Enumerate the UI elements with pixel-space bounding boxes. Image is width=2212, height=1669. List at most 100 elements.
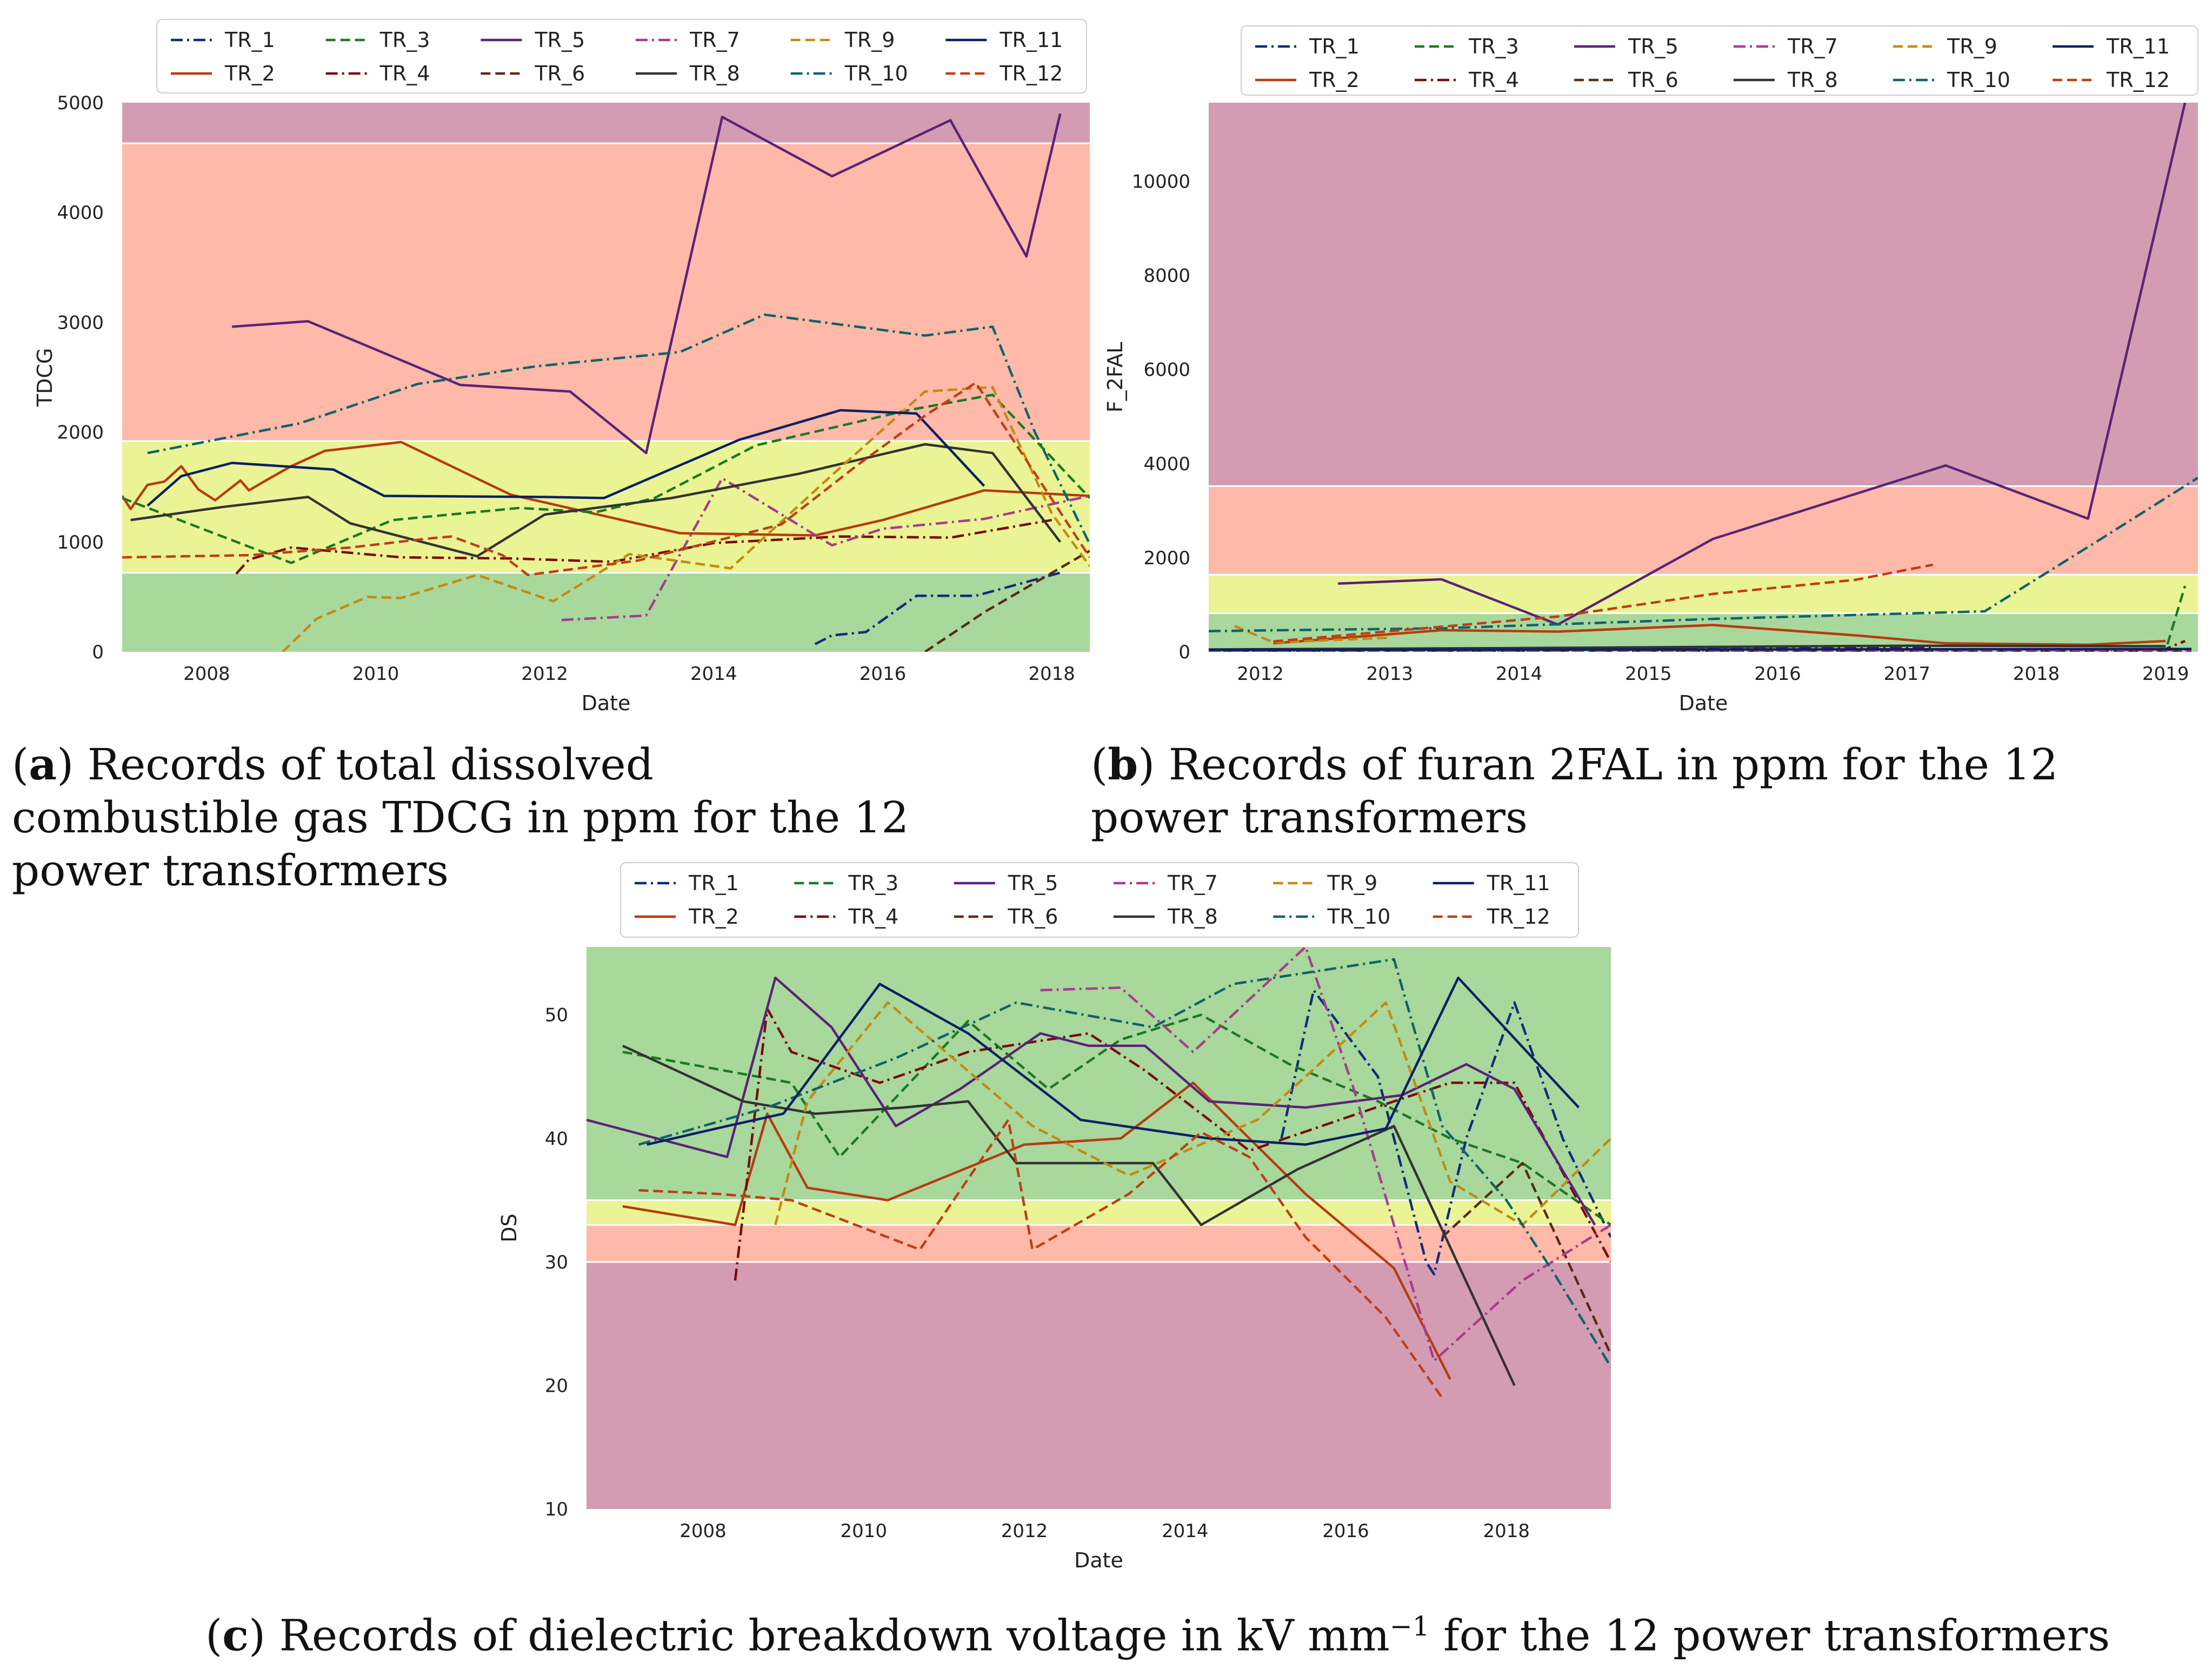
chart-c: 2008 2010 2012 2014 2016 2018 10 20 30 40 50 Date DS… — [497, 862, 1611, 1572]
x-tick-label: 2014 — [1162, 1520, 1209, 1542]
series-line-tr-5 — [587, 976, 1596, 1226]
series-line-tr-10 — [638, 958, 1611, 1368]
series-group — [122, 113, 1090, 652]
series-line-tr-12 — [638, 1118, 1443, 1399]
legend-label: TR_1 — [1309, 35, 1360, 58]
series-line-tr-7 — [561, 477, 1090, 622]
series-group — [587, 947, 1611, 1399]
series-line-tr-2 — [622, 1081, 1451, 1380]
series-line-tr-10 — [1209, 476, 2198, 632]
caption-c: (c) Records of dielectric breakdown volt… — [205, 1610, 2110, 1661]
x-tick-label: 2013 — [1367, 663, 1414, 685]
series-line-tr-4 — [235, 518, 1052, 575]
series-line-tr-9 — [282, 386, 1090, 652]
series-line-tr-3 — [622, 1013, 1611, 1226]
legend-label: TR_12 — [1487, 905, 1550, 929]
series-line-tr-2 — [1273, 624, 2166, 646]
series-group — [1209, 103, 2198, 652]
x-tick-label: 2010 — [840, 1520, 887, 1542]
x-tick-label: 2012 — [1001, 1520, 1048, 1542]
x-tick-label: 2014 — [690, 663, 737, 685]
x-tick-label: 2010 — [352, 663, 399, 685]
x-axis-label: Date — [582, 691, 631, 715]
series-line-tr-12 — [122, 381, 1090, 577]
legend-label: TR_3 — [1468, 35, 1519, 58]
legend-a: TR_1 TR_2 TR_3 TR_4 TR_5 TR_6 TR_7 TR_8 TR_9 TR_1… — [156, 19, 1087, 94]
band-salmon — [1209, 486, 2198, 575]
band-green — [587, 947, 1611, 1200]
legend-label: TR_6 — [1008, 905, 1058, 929]
band-salmon — [122, 143, 1090, 441]
legend-label: TR_1 — [688, 871, 739, 895]
series-line-tr-9 — [774, 1001, 1611, 1226]
legend-label: TR_10 — [844, 62, 908, 85]
legend-label: TR_8 — [1167, 905, 1218, 929]
legend-label: TR_1 — [224, 28, 275, 52]
series-line-tr-6 — [1441, 1161, 1611, 1356]
x-tick-label: 2019 — [2142, 663, 2189, 685]
y-tick-label: 2000 — [57, 422, 104, 444]
y-tick-label: 20 — [545, 1375, 568, 1397]
y-axis-label: TDCG — [33, 348, 57, 407]
legend-label: TR_5 — [534, 28, 585, 52]
series-line-tr-11 — [646, 976, 1580, 1146]
x-tick-label: 2018 — [1483, 1520, 1530, 1542]
band-green — [122, 572, 1090, 652]
legend-label: TR_11 — [999, 28, 1063, 52]
x-tick-label: 2012 — [1237, 663, 1284, 685]
y-axis-label: F_2FAL — [1103, 342, 1127, 413]
legend-label: TR_4 — [1468, 68, 1519, 92]
legend-label: TR_8 — [689, 62, 740, 85]
legend-label: TR_2 — [688, 905, 739, 929]
chart-a: 2008 2010 2012 2014 2016 2018 0 1000 2000 3000 400… — [33, 19, 1090, 715]
y-tick-label: 30 — [545, 1252, 568, 1273]
caption-a: (a) Records of total dissolved combustib… — [12, 739, 909, 896]
legend-label: TR_10 — [1327, 905, 1390, 929]
x-tick-label: 2014 — [1496, 663, 1543, 685]
x-tick-label: 2016 — [1754, 663, 1801, 685]
x-tick-label: 2018 — [1028, 663, 1075, 685]
y-tick-label: 10 — [545, 1499, 568, 1520]
legend-label: TR_7 — [1787, 35, 1838, 58]
legend-label: TR_7 — [1167, 871, 1218, 895]
y-tick-label: 4000 — [57, 202, 104, 224]
series-line-tr-3 — [122, 393, 1090, 564]
series-line-tr-12 — [1273, 563, 1934, 643]
legend-label: TR_9 — [844, 28, 895, 52]
x-tick-label: 2017 — [1883, 663, 1930, 685]
legend-label: TR_9 — [1327, 871, 1377, 895]
chart-b: 2012 2013 2014 2015 2016 2017 2018 2019 0 2000 400… — [1103, 25, 2198, 715]
x-tick-label: 2016 — [1322, 1520, 1369, 1542]
legend-label: TR_5 — [1008, 871, 1058, 895]
band-purple — [1209, 103, 2198, 486]
y-tick-label: 4000 — [1143, 453, 1190, 475]
legend-b: TR_1 TR_2 TR_3 TR_4 TR_5 TR_6 TR_7 TR_8 TR_9 TR_1… — [1241, 25, 2198, 96]
legend-label: TR_6 — [534, 62, 585, 85]
legend-label: TR_5 — [1628, 35, 1678, 58]
y-tick-label: 6000 — [1143, 359, 1190, 381]
legend-label: TR_7 — [689, 28, 740, 52]
y-tick-label: 40 — [545, 1128, 568, 1150]
legend-label: TR_4 — [379, 62, 430, 85]
caption-b: (b) Records of furan 2FAL in ppm for the… — [1091, 739, 2058, 843]
series-line-tr-6 — [924, 550, 1090, 652]
legend-box — [1241, 25, 2198, 96]
x-axis-label: Date — [1074, 1548, 1123, 1572]
series-line-tr-5 — [232, 113, 1062, 455]
x-tick-label: 2018 — [2013, 663, 2060, 685]
legend-label: TR_6 — [1628, 68, 1678, 92]
x-tick-label: 2015 — [1625, 663, 1672, 685]
legend-label: TR_3 — [848, 871, 898, 895]
legend-label: TR_3 — [379, 28, 430, 52]
series-line-tr-9 — [1234, 625, 1390, 644]
legend-label: TR_12 — [2106, 68, 2170, 92]
y-axis-label: DS — [497, 1213, 521, 1242]
legend-box — [156, 19, 1087, 94]
x-tick-label: 2008 — [183, 663, 230, 685]
legend-c: TR_1 TR_2 TR_3 TR_4 TR_5 TR_6 TR_7 TR_8 TR_9 TR_1… — [620, 862, 1579, 938]
band-purple — [587, 1261, 1611, 1509]
series-line-tr-8 — [622, 1044, 1516, 1386]
legend-label: TR_11 — [1487, 871, 1550, 895]
y-tick-label: 2000 — [1143, 548, 1190, 569]
y-tick-label: 5000 — [57, 92, 104, 114]
